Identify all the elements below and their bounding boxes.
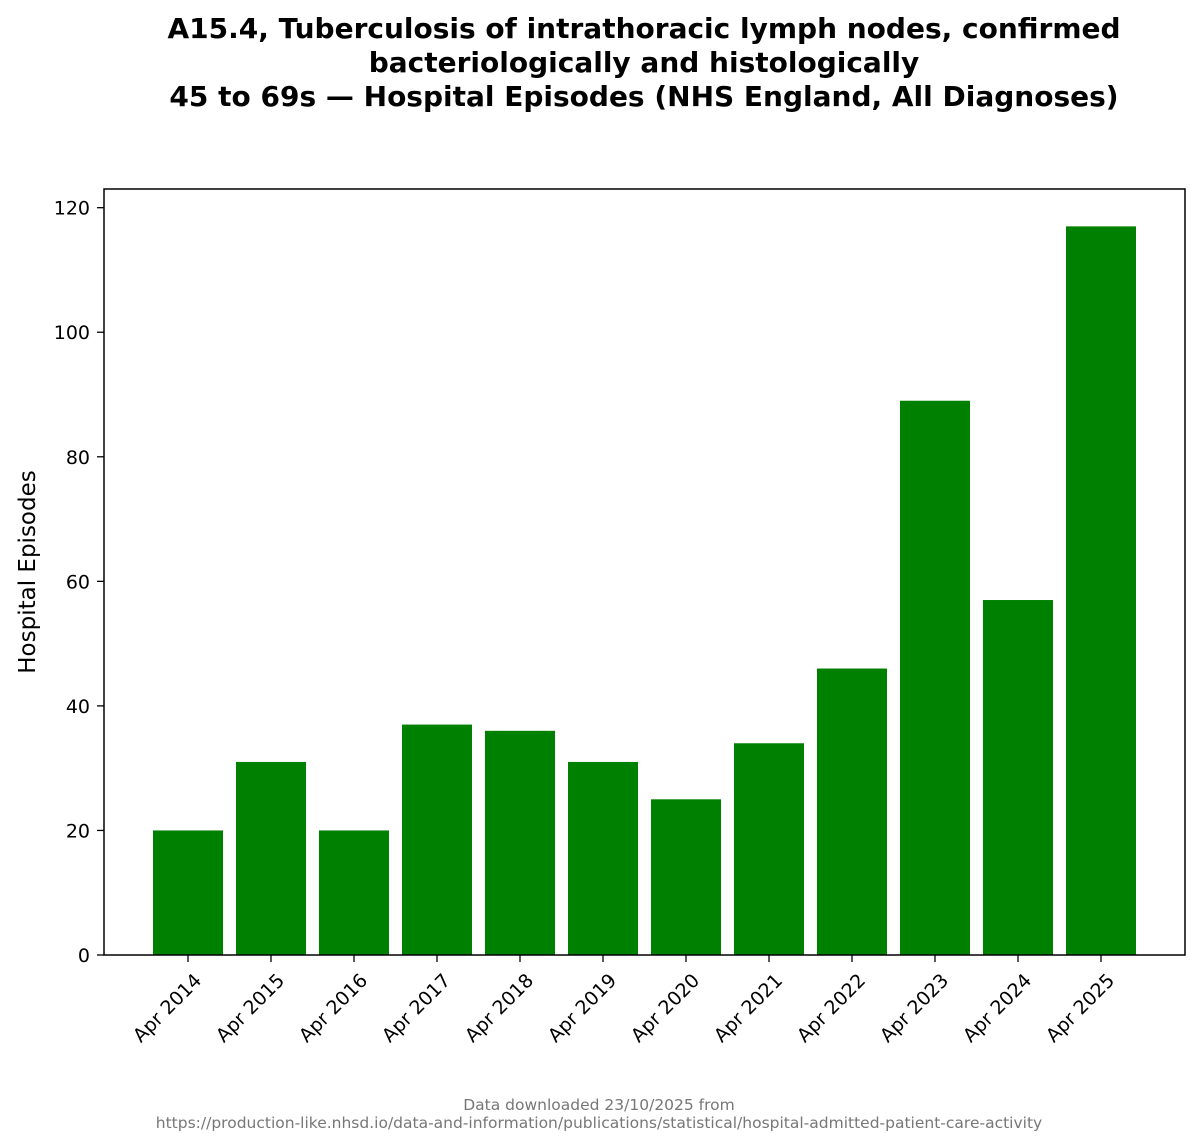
plot-frame bbox=[103, 188, 1186, 956]
footer-line-2: https://production-like.nhsd.io/data-and… bbox=[156, 1114, 1042, 1132]
bar-apr-2021 bbox=[734, 743, 804, 955]
bar-apr-2015 bbox=[236, 761, 306, 955]
y-tick-label: 120 bbox=[54, 198, 90, 220]
y-axis: 0 20 40 60 80 100 120 bbox=[54, 198, 104, 967]
x-tick-label: Apr 2025 bbox=[1042, 970, 1119, 1047]
x-axis: Apr 2014 Apr 2015 Apr 2016 Apr 2017 Apr 2018… bbox=[129, 955, 1119, 1047]
footer-line-1: Data downloaded 23/10/2025 from bbox=[463, 1096, 735, 1114]
bar-apr-2017 bbox=[402, 724, 472, 955]
bar-apr-2016 bbox=[319, 830, 389, 955]
x-tick-label: Apr 2021 bbox=[710, 970, 787, 1047]
x-tick-label: Apr 2024 bbox=[959, 970, 1036, 1047]
x-tick-label: Apr 2016 bbox=[295, 970, 372, 1047]
bar-apr-2023 bbox=[900, 400, 970, 955]
chart-title: A15.4, Tuberculosis of intrathoracic lym… bbox=[167, 12, 1120, 113]
bar-apr-2014 bbox=[153, 830, 223, 955]
x-tick-label: Apr 2014 bbox=[129, 970, 206, 1047]
bar-apr-2025 bbox=[1066, 226, 1136, 956]
chart-title-line-1: A15.4, Tuberculosis of intrathoracic lym… bbox=[167, 12, 1120, 45]
x-tick-label: Apr 2018 bbox=[461, 970, 538, 1047]
bars-group bbox=[153, 226, 1136, 956]
y-tick-label: 100 bbox=[54, 322, 90, 344]
x-tick-label: Apr 2023 bbox=[876, 970, 953, 1047]
y-tick-label: 60 bbox=[66, 571, 90, 593]
x-tick-label: Apr 2015 bbox=[212, 970, 289, 1047]
x-tick-label: Apr 2020 bbox=[627, 970, 704, 1047]
chart-title-line-2: bacteriologically and histologically bbox=[369, 46, 920, 79]
bar-apr-2018 bbox=[485, 730, 555, 955]
y-axis-label: Hospital Episodes bbox=[15, 470, 41, 673]
y-tick-label: 0 bbox=[78, 945, 90, 967]
bar-apr-2022 bbox=[817, 668, 887, 955]
x-tick-label: Apr 2022 bbox=[793, 970, 870, 1047]
x-tick-label: Apr 2019 bbox=[544, 970, 621, 1047]
bar-apr-2024 bbox=[983, 600, 1053, 955]
y-tick-label: 80 bbox=[66, 447, 90, 469]
bar-apr-2019 bbox=[568, 761, 638, 955]
footer: Data downloaded 23/10/2025 from https://… bbox=[156, 1096, 1042, 1132]
chart-title-line-3: 45 to 69s — Hospital Episodes (NHS Engla… bbox=[169, 80, 1118, 113]
y-tick-label: 20 bbox=[66, 820, 90, 842]
y-tick-label: 40 bbox=[66, 696, 90, 718]
bar-apr-2020 bbox=[651, 799, 721, 955]
x-tick-label: Apr 2017 bbox=[378, 970, 455, 1047]
